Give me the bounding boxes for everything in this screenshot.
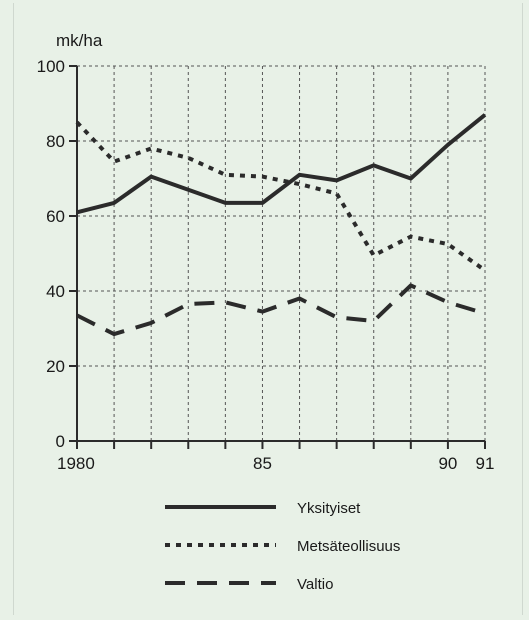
y-tick-label: 20 <box>46 357 65 376</box>
x-tick-label: 90 <box>438 454 457 473</box>
legend-label: Yksityiset <box>297 500 361 517</box>
y-tick-label: 0 <box>56 432 65 451</box>
tick-labels: 0 20 40 60 80 100 1980 85 90 91 <box>37 57 495 473</box>
x-tick-label: 91 <box>476 454 495 473</box>
series-group <box>75 113 487 337</box>
grid <box>77 65 486 441</box>
x-tick-label: 85 <box>253 454 272 473</box>
y-tick-label: 40 <box>46 282 65 301</box>
series-line-yksityiset <box>76 113 487 215</box>
y-tick-label: 100 <box>37 57 65 76</box>
series-line-metsäteollisuus <box>75 120 487 273</box>
x-tick-label: 1980 <box>57 454 95 473</box>
figure-frame <box>13 3 523 615</box>
y-tick-label: 80 <box>46 132 65 151</box>
series-line-valtio <box>76 283 486 337</box>
y-tick-label: 60 <box>46 207 65 226</box>
axes <box>69 65 486 449</box>
legend-label: Metsäteollisuus <box>297 538 400 555</box>
legend-label: Valtio <box>297 576 333 593</box>
legend: Yksityiset Metsäteollisuus Valtio <box>165 500 400 593</box>
y-axis-label: mk/ha <box>56 31 103 50</box>
